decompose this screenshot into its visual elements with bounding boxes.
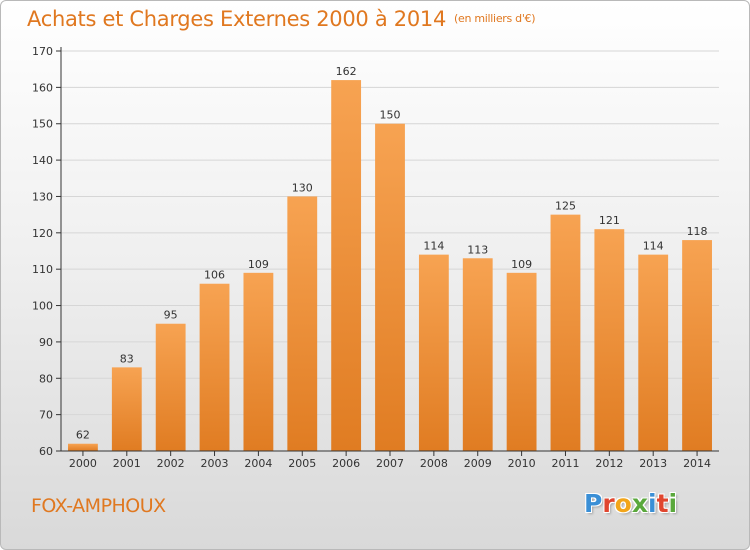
labels: 60 70 80 90 100 110 120 130 140 150 160 170 62 2000 83… — [32, 45, 711, 470]
x-tick-label: 2013 — [639, 457, 667, 470]
x-tick-label: 2010 — [508, 457, 536, 470]
y-tick-label: 60 — [39, 445, 53, 458]
data-label: 113 — [467, 243, 488, 256]
chart-title: Achats et Charges Externes 2000 à 2014 (e… — [27, 7, 536, 31]
x-tick-label: 2003 — [201, 457, 229, 470]
y-tick-label: 170 — [32, 45, 53, 58]
data-label: 125 — [555, 200, 576, 213]
axes — [56, 47, 719, 456]
x-tick-label: 2007 — [376, 457, 404, 470]
data-label: 114 — [643, 240, 664, 253]
data-label: 95 — [164, 309, 178, 322]
x-tick-label: 2008 — [420, 457, 448, 470]
bar — [506, 272, 537, 451]
x-tick-label: 2006 — [332, 457, 360, 470]
data-label: 109 — [511, 258, 532, 271]
logo-letter: x — [631, 489, 648, 518]
chart-unit: (en milliers d'€) — [454, 12, 536, 25]
data-label: 106 — [204, 269, 225, 282]
x-tick-label: 2001 — [113, 457, 141, 470]
bar — [638, 254, 669, 451]
data-label: 162 — [336, 65, 357, 78]
x-tick-label: 2005 — [288, 457, 316, 470]
data-label: 150 — [380, 109, 401, 122]
data-label: 62 — [76, 429, 90, 442]
bar — [550, 214, 581, 451]
data-label: 109 — [248, 258, 269, 271]
data-label: 83 — [120, 352, 134, 365]
y-tick-label: 100 — [32, 300, 53, 313]
y-tick-label: 160 — [32, 81, 53, 94]
data-label: 114 — [423, 240, 444, 253]
bar — [243, 272, 274, 451]
bar — [287, 196, 318, 451]
logo-letter: i — [648, 489, 657, 518]
x-tick-label: 2011 — [551, 457, 579, 470]
bar — [462, 258, 493, 451]
bars — [68, 80, 712, 452]
data-label: 130 — [292, 181, 313, 194]
y-tick-label: 140 — [32, 154, 53, 167]
y-tick-label: 70 — [39, 409, 53, 422]
y-tick-label: 80 — [39, 372, 53, 385]
y-tick-label: 150 — [32, 118, 53, 131]
x-tick-label: 2014 — [683, 457, 711, 470]
x-tick-label: 2012 — [595, 457, 623, 470]
y-tick-label: 120 — [32, 227, 53, 240]
logo-letter: i — [668, 489, 678, 518]
x-tick-label: 2000 — [69, 457, 97, 470]
y-tick-label: 110 — [32, 263, 53, 276]
x-tick-label: 2004 — [244, 457, 272, 470]
bar — [155, 323, 186, 451]
logo-letter: P — [584, 489, 603, 518]
logo-letter: t — [656, 489, 669, 518]
bar — [68, 443, 98, 451]
data-label: 118 — [687, 225, 708, 238]
bar — [418, 254, 449, 451]
bar — [111, 367, 142, 451]
chart-title-text: Achats et Charges Externes 2000 à 2014 — [27, 7, 447, 31]
bar — [682, 240, 712, 451]
bar — [594, 229, 625, 451]
data-label: 121 — [599, 214, 620, 227]
proxiti-logo[interactable]: Proxiti — [584, 489, 677, 518]
logo-letter: r — [602, 489, 615, 518]
commune-name: FOX-AMPHOUX — [31, 495, 166, 517]
logo-letter: o — [614, 489, 632, 518]
x-tick-label: 2009 — [464, 457, 492, 470]
bar — [199, 283, 230, 451]
bar — [331, 80, 362, 451]
bar — [375, 123, 405, 452]
x-tick-label: 2002 — [157, 457, 185, 470]
y-tick-label: 130 — [32, 190, 53, 203]
y-tick-label: 90 — [39, 336, 53, 349]
